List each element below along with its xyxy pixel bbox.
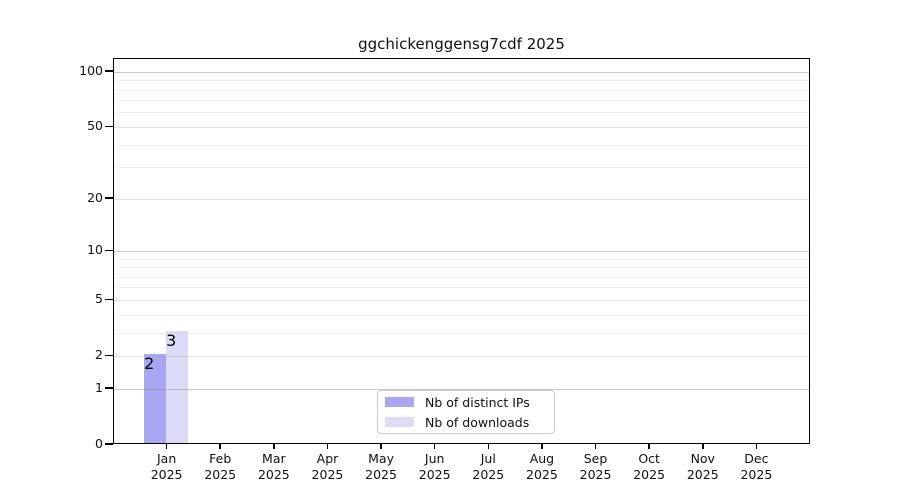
year-label: 2025: [418, 467, 451, 482]
x-axis-tick-label-mar: Mar 2025: [242, 451, 306, 483]
gridline-y-2: [114, 355, 809, 357]
chart-title: ggchickenggensg7cdf 2025: [358, 35, 565, 53]
gridline-y-10: [114, 250, 809, 252]
gridline-y-70: [114, 100, 809, 102]
gridline-y-30: [114, 167, 809, 169]
year-label: 2025: [257, 467, 290, 482]
x-axis-tick-label-may: May 2025: [349, 451, 413, 483]
y-tick-mark-5: [105, 298, 113, 301]
month-label: May: [368, 451, 394, 466]
year-label: 2025: [150, 467, 183, 482]
month-label: Jul: [480, 451, 496, 466]
year-label: 2025: [365, 467, 397, 482]
gridline-y-5: [114, 299, 809, 301]
y-tick-mark-2: [105, 354, 113, 357]
x-axis-tick-label-dec: Dec 2025: [724, 451, 788, 483]
x-tick-mark-nov: [702, 443, 704, 449]
year-label: 2025: [472, 467, 505, 482]
gridline-y-90: [114, 80, 809, 82]
x-tick-mark-jun: [433, 443, 436, 449]
year-label: 2025: [579, 467, 612, 482]
y-axis-tick-label: 20: [87, 190, 103, 206]
month-label: Jan: [156, 451, 177, 466]
gridline-y-7: [114, 276, 809, 278]
x-tick-mark-feb: [219, 443, 221, 449]
x-axis-tick-label-oct: Oct 2025: [617, 451, 681, 483]
legend-box: Nb of distinct IPs Nb of downloads: [377, 390, 555, 434]
month-label: Dec: [744, 451, 769, 466]
legend-swatch-downloads: [385, 417, 414, 427]
x-tick-mark-jul: [487, 443, 490, 449]
gridline-y-40: [114, 144, 809, 146]
legend-swatch-distinct-ips: [385, 397, 414, 407]
y-tick-mark-1: [105, 387, 113, 389]
gridline-y-20: [114, 198, 809, 200]
gridlines-layer: [114, 59, 809, 443]
gridline-y-100: [114, 71, 809, 73]
month-label: Feb: [209, 451, 232, 466]
year-label: 2025: [633, 467, 666, 482]
y-axis-tick-label: 10: [87, 242, 103, 258]
x-tick-mark-oct: [648, 443, 650, 449]
x-tick-mark-sep: [594, 443, 597, 449]
month-label: Jun: [424, 451, 445, 466]
y-tick-mark-0: [105, 443, 113, 445]
gridline-y-60: [114, 112, 809, 114]
legend-label-distinct-ips: Nb of distinct IPs: [425, 394, 530, 410]
year-label: 2025: [686, 467, 719, 482]
gridline-y-4: [114, 314, 809, 316]
x-axis-tick-label-aug: Aug 2025: [510, 451, 574, 483]
y-tick-mark-50: [105, 125, 113, 128]
month-label: Aug: [529, 451, 555, 466]
gridline-y-8: [114, 267, 809, 269]
x-tick-mark-may: [380, 443, 382, 449]
year-label: 2025: [204, 467, 237, 482]
month-label: Sep: [583, 451, 608, 466]
gridline-y-1: [114, 388, 809, 390]
month-label: Oct: [638, 451, 660, 466]
y-axis-tick-label: 50: [87, 118, 103, 134]
x-axis-tick-label-nov: Nov 2025: [671, 451, 735, 483]
y-axis-tick-label: 100: [79, 63, 103, 79]
bar-downloads: 3: [166, 331, 189, 443]
x-axis-tick-label-jun: Jun 2025: [403, 451, 467, 483]
year-label: 2025: [311, 467, 344, 482]
y-axis-tick-label: 5: [95, 291, 103, 307]
gridline-y-6: [114, 287, 809, 289]
x-tick-mark-aug: [541, 443, 543, 449]
y-axis-tick-label: 1: [95, 380, 103, 396]
y-axis-tick-label: 0: [95, 436, 103, 451]
y-tick-mark-20: [105, 197, 113, 199]
x-axis-tick-label-apr: Apr 2025: [295, 451, 359, 483]
x-axis-tick-label-sep: Sep 2025: [564, 451, 628, 483]
x-tick-mark-dec: [755, 443, 758, 449]
year-label: 2025: [526, 467, 558, 482]
x-axis-tick-label-feb: Feb 2025: [188, 451, 252, 483]
x-tick-mark-jan: [165, 443, 168, 449]
x-tick-mark-apr: [326, 443, 329, 449]
legend-entry-downloads: Nb of downloads: [385, 415, 547, 430]
year-label: 2025: [740, 467, 773, 482]
gridline-y-80: [114, 89, 809, 91]
x-axis-tick-label-jan: Jan 2025: [135, 451, 199, 483]
month-label: Nov: [690, 451, 715, 466]
month-label: Mar: [262, 451, 286, 466]
gridline-y-3: [114, 332, 809, 334]
x-tick-mark-mar: [273, 443, 275, 449]
legend-label-downloads: Nb of downloads: [425, 414, 530, 430]
y-axis-tick-label: 2: [95, 347, 103, 363]
bar-distinct-ips: 2: [144, 354, 167, 443]
legend-entry-distinct-ips: Nb of distinct IPs: [385, 395, 547, 410]
gridline-y-9: [114, 258, 809, 260]
y-tick-mark-100: [105, 70, 113, 72]
x-axis-tick-label-jul: Jul 2025: [456, 451, 520, 483]
gridline-y-50: [114, 126, 809, 128]
month-label: Apr: [316, 451, 339, 466]
y-tick-mark-10: [105, 249, 113, 252]
